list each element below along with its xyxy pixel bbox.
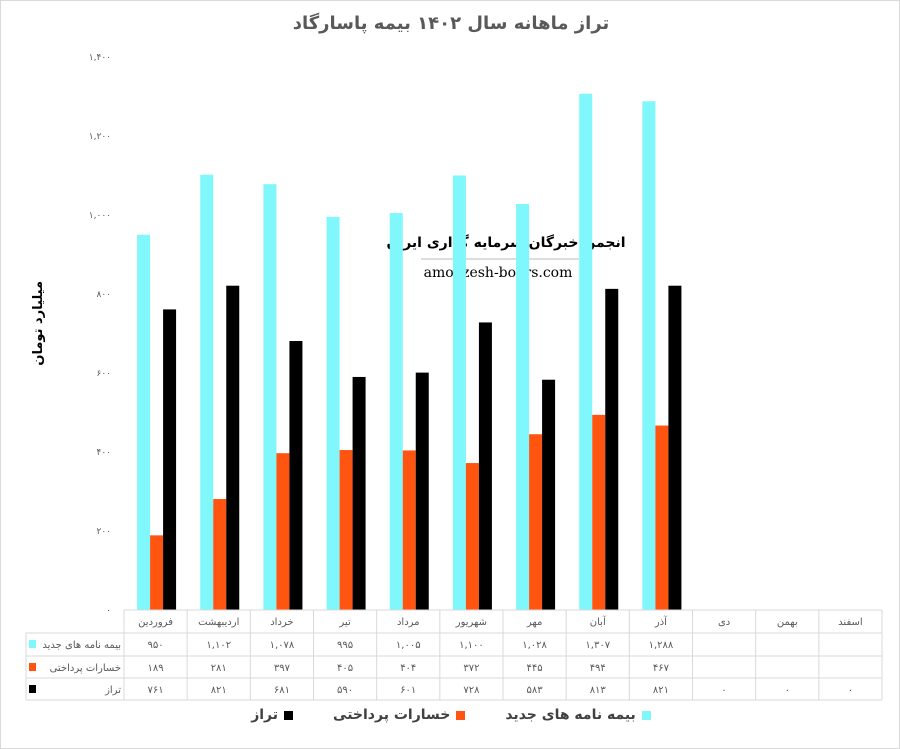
y-tick-label: ۶۰۰ (96, 369, 111, 379)
table-legend-key (29, 663, 36, 671)
bar-1-0 (150, 535, 164, 610)
data-label: ۰ (721, 685, 726, 696)
category-label: شهریور (455, 617, 487, 628)
data-label: ۱,۰۲۸ (522, 640, 547, 651)
bar-2-2 (289, 341, 303, 610)
data-label: ۵۸۳ (527, 685, 544, 696)
data-label: ۲۸۱ (211, 663, 227, 674)
bar-2-7 (605, 288, 619, 610)
bar-0-7 (579, 93, 593, 611)
data-label: ۱,۰۰۵ (396, 640, 421, 651)
data-label: ۳۷۲ (463, 663, 479, 674)
y-tick-label: ۲۰۰ (96, 527, 111, 537)
category-label: تیر (338, 617, 351, 628)
bar-2-6 (542, 379, 556, 610)
data-label: ۱,۰۷۸ (270, 640, 295, 651)
data-label: ۷۶۱ (148, 685, 164, 696)
category-label: دی (718, 617, 730, 628)
y-tick-label: ۰ (106, 606, 111, 616)
chart-title: تراز ماهانه سال ۱۴۰۲ بیمه پاسارگاد (292, 13, 610, 34)
legend-swatch (456, 710, 466, 720)
bar-0-5 (452, 175, 466, 610)
category-label: مرداد (397, 617, 420, 628)
data-label: ۳۹۷ (274, 663, 291, 674)
bar-1-4 (402, 450, 416, 610)
data-label: ۰ (848, 685, 853, 696)
y-tick-label: ۱,۴۰۰ (89, 53, 111, 63)
y-tick-label: ۱,۰۰۰ (89, 211, 111, 221)
data-label: ۴۶۷ (653, 663, 670, 674)
category-label: فروردین (138, 617, 173, 628)
table-series-name: بیمه نامه های جدید (42, 640, 121, 651)
bar-2-0 (163, 309, 177, 610)
y-tick-label: ۴۰۰ (96, 448, 111, 458)
data-label: ۱,۲۸۸ (649, 640, 674, 651)
bar-1-2 (276, 453, 290, 610)
data-label: ۷۲۸ (463, 685, 480, 696)
legend-label: تراز (251, 707, 279, 723)
legend-item: خسارات پرداختی (333, 707, 466, 723)
legend-label: بیمه نامه های جدید (505, 707, 636, 723)
legend: بیمه نامه های جدید خسارات پرداختی تراز (1, 707, 899, 723)
legend-swatch (284, 710, 294, 720)
bar-0-6 (516, 203, 530, 610)
bar-2-3 (352, 376, 366, 610)
category-label: اسفند (838, 617, 862, 628)
bar-1-3 (339, 450, 353, 610)
data-label: ۴۹۴ (590, 663, 606, 674)
table-legend-key (29, 640, 36, 648)
data-label: ۴۰۵ (337, 663, 353, 674)
bar-1-1 (213, 499, 227, 610)
data-label: ۵۹۰ (337, 685, 353, 696)
category-label: بهمن (777, 617, 798, 628)
bar-0-3 (326, 216, 340, 610)
bar-0-8 (642, 101, 656, 611)
data-label: ۶۸۱ (274, 685, 290, 696)
data-label: ۶۰۱ (400, 685, 416, 696)
bar-1-8 (655, 425, 669, 610)
legend-label: خسارات پرداختی (333, 707, 451, 723)
data-label: ۸۲۱ (211, 685, 227, 696)
data-label: ۱,۱۰۰ (459, 640, 484, 651)
bar-1-7 (592, 414, 606, 610)
data-label: ۸۲۱ (653, 685, 669, 696)
y-tick-label: ۸۰۰ (96, 290, 111, 300)
legend-item: بیمه نامه های جدید (505, 707, 651, 723)
bar-0-0 (137, 234, 151, 610)
data-label: ۹۵۰ (148, 640, 164, 651)
data-label: ۱,۳۰۷ (585, 640, 610, 651)
bar-2-8 (668, 285, 682, 610)
bar-2-4 (415, 372, 429, 610)
table-series-name: خسارات پرداختی (50, 663, 121, 674)
data-label: ۰ (785, 685, 790, 696)
category-label: آبان (590, 615, 607, 628)
bar-0-4 (389, 213, 403, 610)
category-label: خرداد (270, 617, 293, 628)
data-label: ۱۸۹ (148, 663, 164, 674)
watermark-title: انجمن خبرگان سرمایه گذاری ایران (386, 234, 625, 251)
watermark-url: amoozesh-boors.com (424, 265, 573, 281)
bar-1-6 (529, 434, 543, 610)
data-label: ۹۹۵ (337, 640, 353, 651)
category-label: مهر (526, 617, 542, 628)
bar-2-1 (226, 285, 240, 610)
table-legend-key (29, 685, 36, 693)
bar-0-2 (263, 184, 277, 610)
data-label: ۴۴۵ (527, 663, 543, 674)
data-label: ۸۱۳ (590, 685, 607, 696)
y-tick-label: ۱,۲۰۰ (89, 132, 111, 142)
data-label: ۱,۱۰۲ (206, 640, 231, 651)
bar-2-5 (478, 322, 492, 610)
legend-item: تراز (251, 707, 294, 723)
category-label: اردیبهشت (198, 617, 239, 628)
legend-swatch (641, 710, 651, 720)
data-label: ۴۰۴ (400, 663, 416, 674)
category-label: آذر (654, 615, 668, 628)
bar-0-1 (200, 174, 214, 610)
table-series-name: تراز (104, 685, 121, 696)
bar-1-5 (465, 463, 479, 610)
